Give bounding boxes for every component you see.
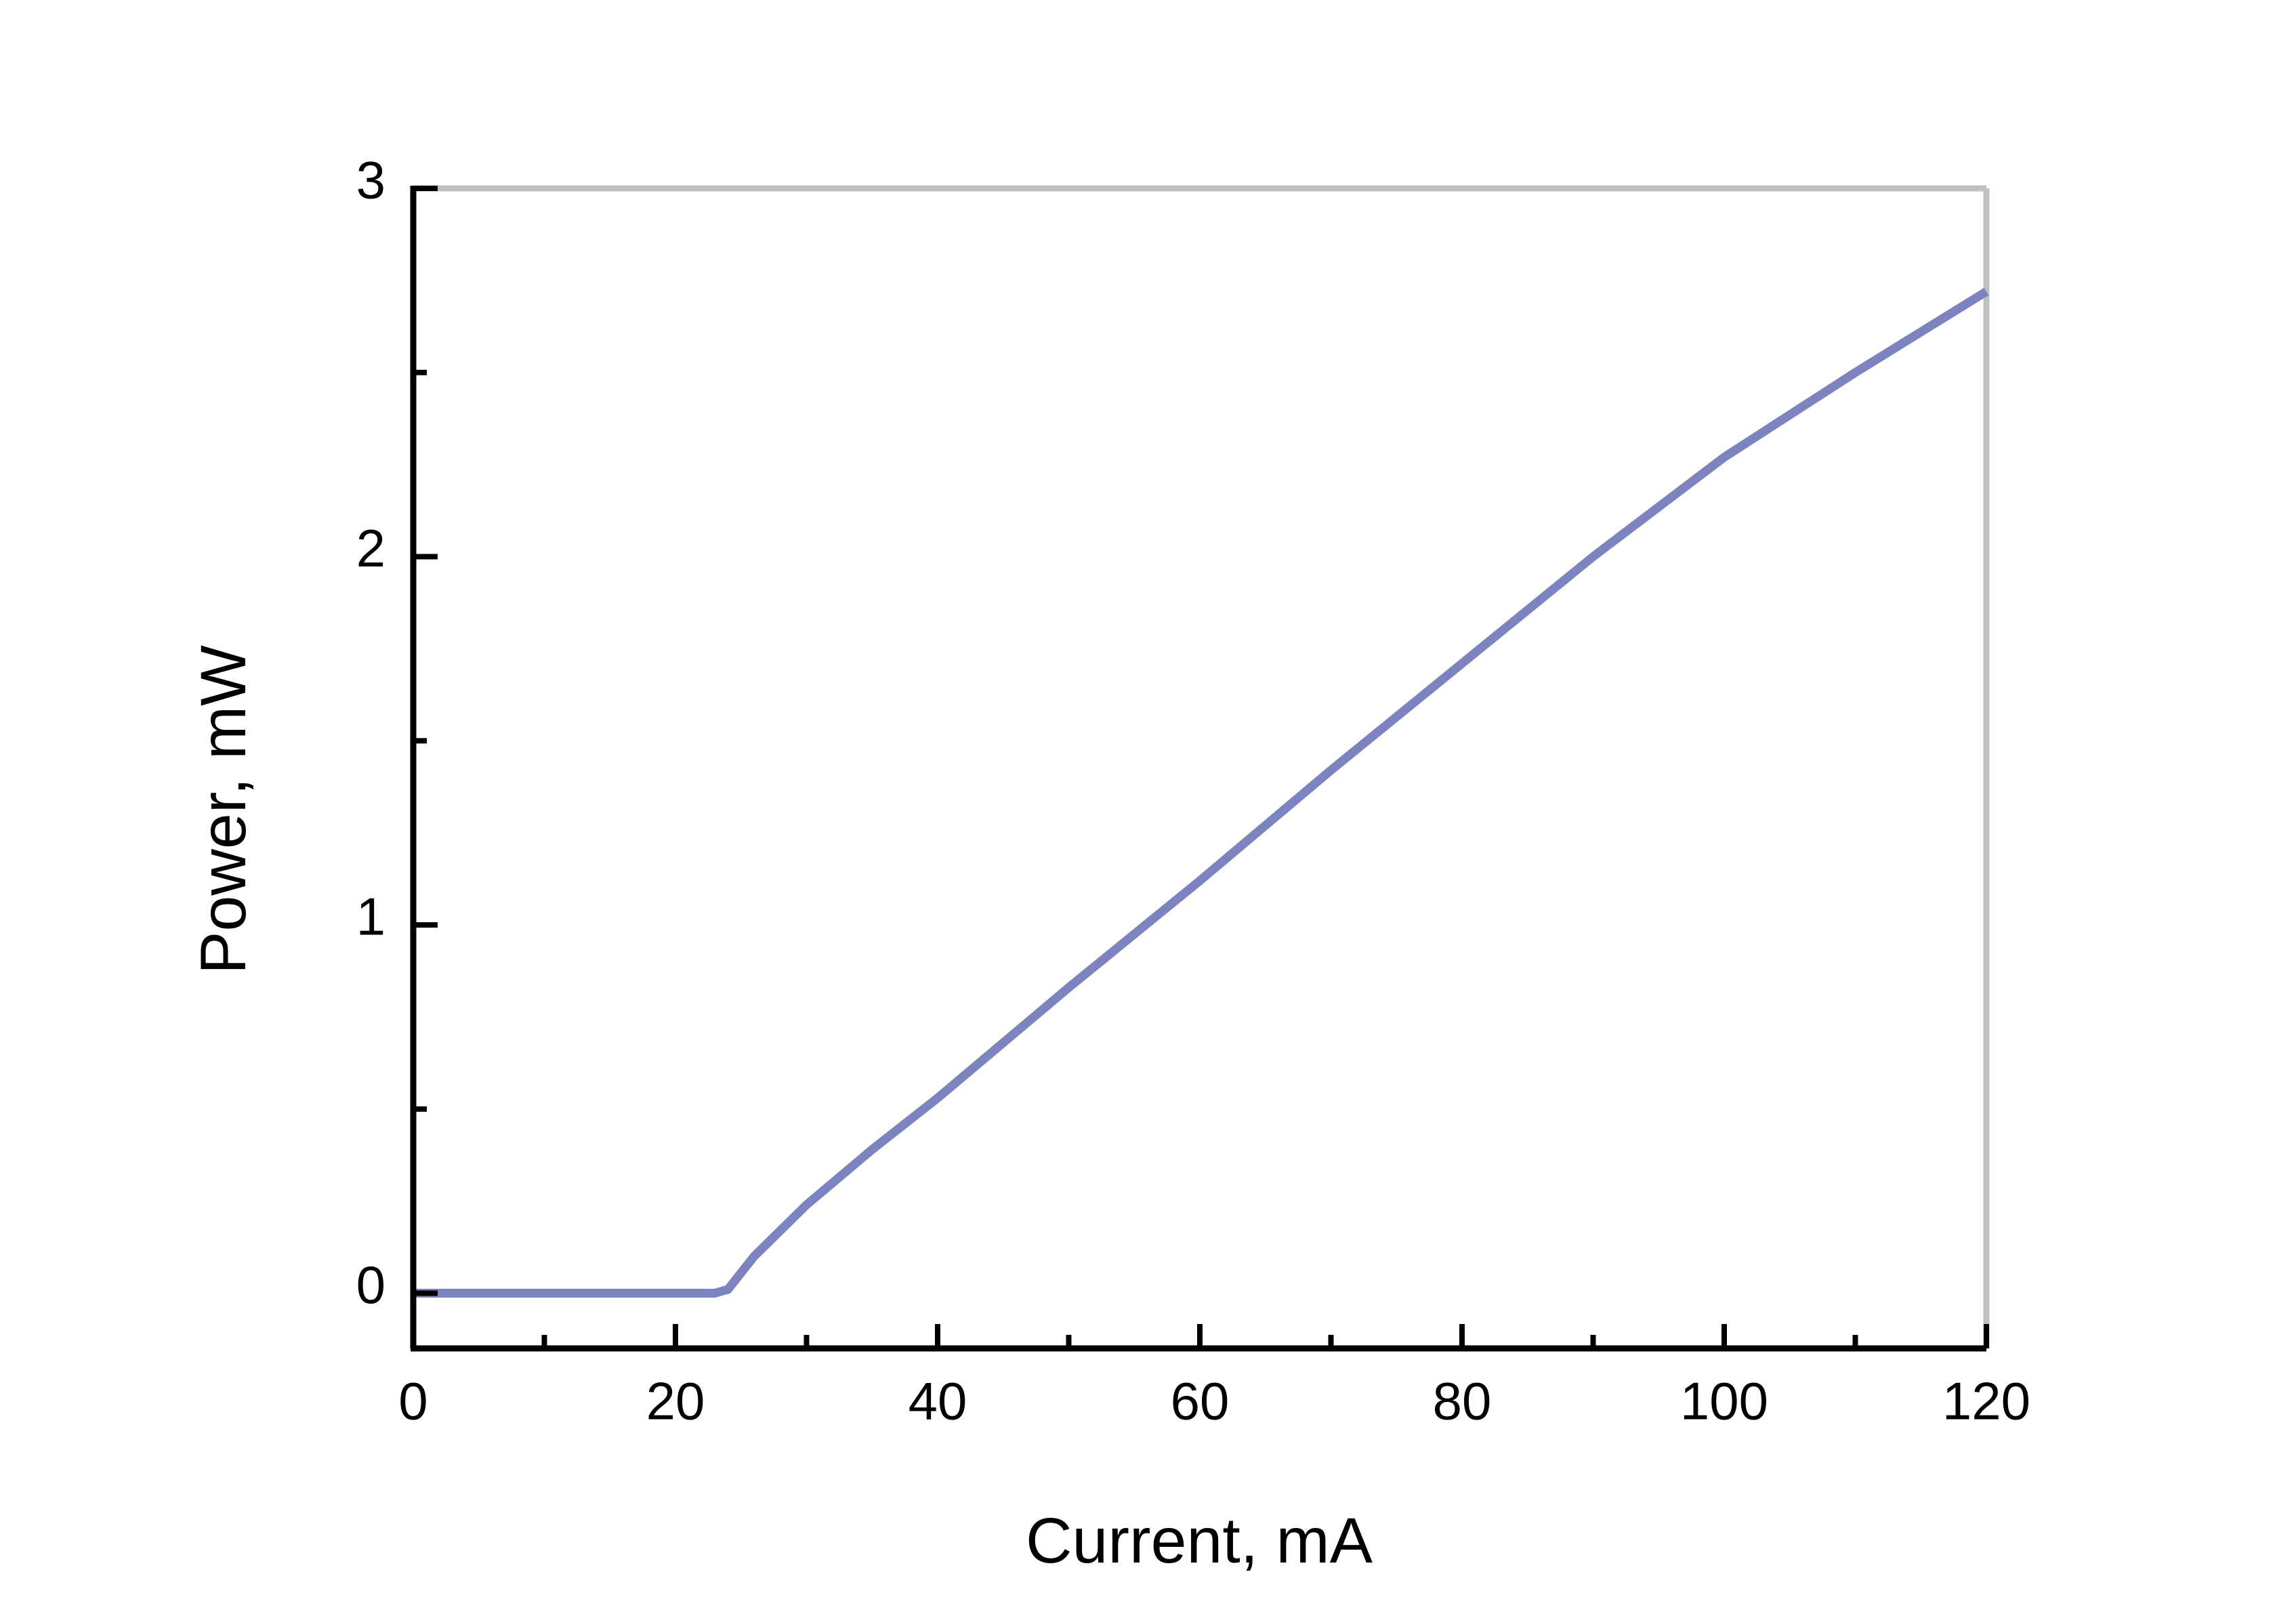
y-tick-label: 2 — [356, 518, 385, 578]
y-tick-label: 3 — [356, 150, 385, 210]
x-tick-label: 0 — [398, 1371, 427, 1431]
y-tick-label: 0 — [356, 1255, 385, 1315]
x-tick-label: 40 — [909, 1371, 967, 1431]
y-tick-label: 1 — [356, 887, 385, 947]
x-tick-label: 60 — [1171, 1371, 1230, 1431]
y-axis-title: Power, mW — [188, 645, 259, 974]
x-tick-label: 80 — [1433, 1371, 1492, 1431]
data-line — [413, 287, 1989, 1298]
x-axis-title: Current, mA — [1026, 1505, 1373, 1577]
x-tick-label: 20 — [646, 1371, 705, 1431]
x-tick-label: 100 — [1680, 1371, 1768, 1431]
x-tick-label: 120 — [1942, 1371, 2030, 1431]
